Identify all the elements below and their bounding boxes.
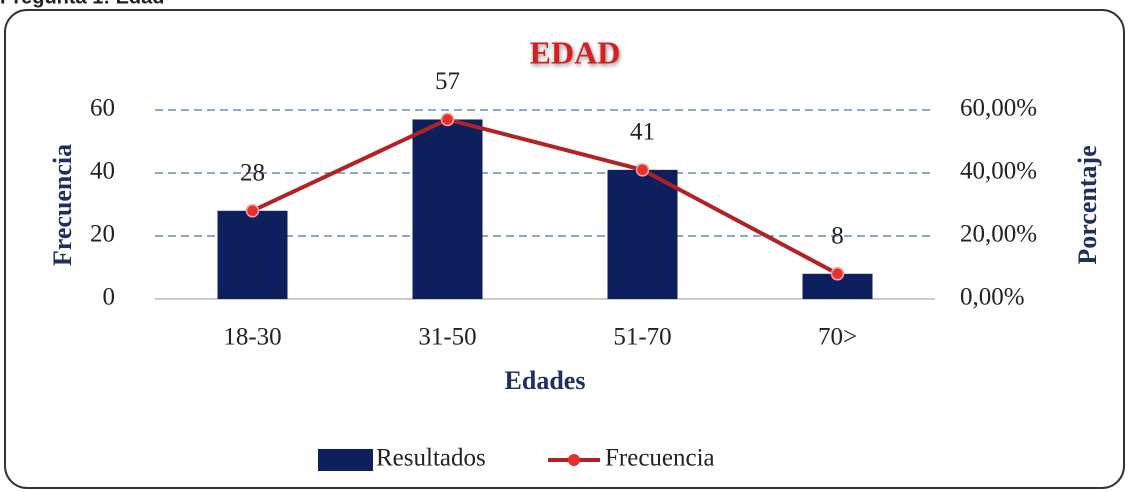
- x-tick-label: 18-30: [223, 324, 281, 351]
- y-tick-label: 60: [90, 95, 115, 122]
- data-label: 57: [435, 68, 460, 95]
- caption-bg: [0, 0, 250, 8]
- bar: [607, 169, 678, 299]
- bar: [217, 210, 288, 299]
- chart-title: EDAD: [530, 34, 621, 70]
- bar: [412, 119, 483, 299]
- data-label: 28: [240, 160, 265, 187]
- caption: Pregunta 1: Edad: [0, 0, 164, 8]
- data-label: 41: [630, 119, 655, 146]
- line-point: [245, 204, 260, 218]
- line-point: [440, 112, 455, 127]
- line-point: [635, 163, 650, 177]
- x-tick-label: 70>: [818, 324, 857, 351]
- y2-tick-label: 0,00%: [960, 284, 1025, 311]
- x-tick-label: 31-50: [418, 324, 476, 351]
- legend-swatch-point: [568, 454, 580, 466]
- data-label: 8: [831, 223, 844, 250]
- y-tick-label: 40: [90, 158, 115, 185]
- y2-tick-label: 60,00%: [960, 95, 1037, 122]
- line: [251, 117, 839, 276]
- y2-axis-label: Porcentaje: [1073, 145, 1102, 264]
- line-point: [830, 267, 845, 281]
- legend-swatch: [318, 449, 373, 471]
- legend-label: Frecuencia: [605, 445, 715, 472]
- legend-label: Resultados: [376, 445, 486, 472]
- x-tick-label: 51-70: [613, 324, 671, 351]
- x-axis-label: Edades: [505, 366, 586, 395]
- y2-tick-label: 40,00%: [960, 158, 1037, 185]
- y2-tick-label: 20,00%: [960, 221, 1037, 248]
- chart-frame: [4, 9, 1125, 489]
- y-tick-label: 0: [103, 284, 116, 311]
- y-tick-label: 20: [90, 221, 115, 248]
- y-axis-label: Frecuencia: [48, 144, 77, 266]
